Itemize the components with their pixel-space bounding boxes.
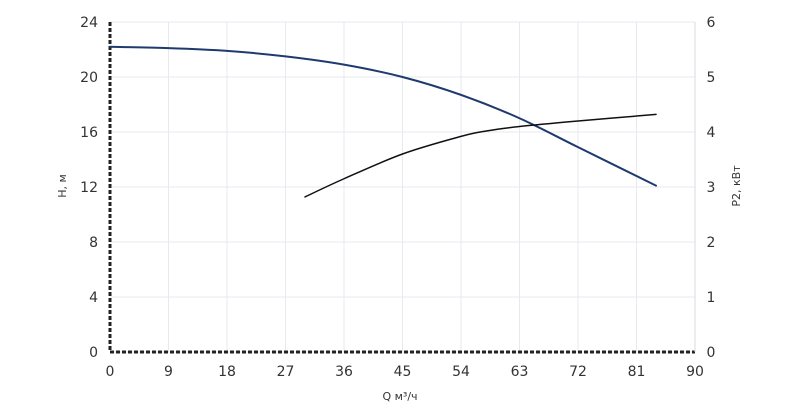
y-right-tick-label: 2 [707,235,716,251]
x-tick-label: 0 [106,364,115,380]
grid-layer [110,21,696,353]
y-right-tick-label: 4 [707,125,716,141]
x-tick-label: 72 [569,364,587,380]
x-tick-label: 63 [511,364,529,380]
y-axis-right-title: P2, кВт [730,165,743,207]
x-tick-label: 90 [686,364,704,380]
power-curve-line [304,113,657,198]
y-left-tick-label: 12 [80,180,98,196]
x-tick-label: 27 [277,364,295,380]
y-right-tick-label: 3 [707,180,716,196]
x-tick-label: 54 [452,364,470,380]
y-left-tick-label: 0 [89,345,98,361]
y-right-tick-label: 6 [707,15,716,31]
axis-layer [108,22,696,354]
x-tick-label: 36 [335,364,353,380]
x-tick-label: 81 [628,364,646,380]
x-tick-label: 18 [218,364,236,380]
head-curve-line [109,45,657,187]
y-left-tick-label: 24 [80,15,98,31]
y-right-tick-label: 0 [707,345,716,361]
x-tick-label: 9 [164,364,173,380]
y-left-tick-label: 20 [80,70,98,86]
x-axis-title: Q м³/ч [382,390,417,403]
series-layer [109,45,657,198]
y-right-tick-label: 1 [707,290,716,306]
y-axis-left-title: H, м [56,174,69,198]
y-left-tick-label: 4 [89,290,98,306]
y-left-tick-label: 8 [89,235,98,251]
x-tick-label: 45 [394,364,412,380]
y-left-tick-label: 16 [80,125,98,141]
y-right-tick-label: 5 [707,70,716,86]
